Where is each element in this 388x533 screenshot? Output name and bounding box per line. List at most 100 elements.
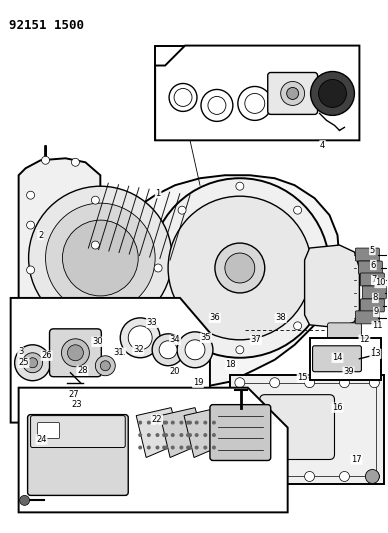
Circle shape <box>20 495 29 505</box>
Circle shape <box>294 206 301 214</box>
Circle shape <box>68 345 83 361</box>
Circle shape <box>138 446 142 449</box>
Text: 17: 17 <box>351 455 362 464</box>
Text: 19: 19 <box>193 378 203 387</box>
Text: 37: 37 <box>250 335 261 344</box>
Text: 30: 30 <box>92 337 103 346</box>
Circle shape <box>186 433 190 437</box>
Circle shape <box>150 178 329 358</box>
Circle shape <box>369 472 379 481</box>
Circle shape <box>203 421 207 425</box>
FancyBboxPatch shape <box>210 405 271 461</box>
Text: 27: 27 <box>68 390 79 399</box>
Circle shape <box>91 196 99 204</box>
Circle shape <box>365 470 379 483</box>
Circle shape <box>171 446 175 449</box>
Circle shape <box>179 446 184 449</box>
Circle shape <box>147 421 151 425</box>
Text: 20: 20 <box>170 367 180 376</box>
Polygon shape <box>184 408 229 457</box>
Circle shape <box>162 433 166 437</box>
Bar <box>238 383 376 477</box>
Text: 4: 4 <box>320 141 325 150</box>
Circle shape <box>195 421 199 425</box>
Circle shape <box>95 356 115 376</box>
Text: 38: 38 <box>275 313 286 322</box>
Circle shape <box>188 446 192 449</box>
Text: 36: 36 <box>210 313 220 322</box>
Circle shape <box>147 433 151 437</box>
Circle shape <box>152 334 184 366</box>
Circle shape <box>287 87 299 100</box>
Circle shape <box>138 421 142 425</box>
Circle shape <box>120 318 160 358</box>
Text: 26: 26 <box>41 351 52 360</box>
FancyBboxPatch shape <box>230 375 385 484</box>
Circle shape <box>179 433 184 437</box>
Circle shape <box>27 191 35 199</box>
Text: 3: 3 <box>18 348 23 356</box>
Circle shape <box>177 332 213 368</box>
Polygon shape <box>160 408 205 457</box>
Circle shape <box>195 433 199 437</box>
Circle shape <box>305 472 315 481</box>
Text: 15: 15 <box>297 373 308 382</box>
Text: 35: 35 <box>201 333 211 342</box>
Circle shape <box>195 446 199 449</box>
Circle shape <box>340 378 350 387</box>
Circle shape <box>317 264 326 272</box>
Circle shape <box>154 264 162 272</box>
Circle shape <box>212 433 216 437</box>
Circle shape <box>171 421 175 425</box>
Circle shape <box>28 358 38 368</box>
Text: 33: 33 <box>147 318 158 327</box>
Circle shape <box>162 446 166 449</box>
Circle shape <box>212 446 216 449</box>
Circle shape <box>305 378 315 387</box>
Circle shape <box>16 352 26 362</box>
Bar <box>155 46 359 140</box>
Circle shape <box>164 433 168 437</box>
Text: 8: 8 <box>372 294 378 302</box>
FancyBboxPatch shape <box>327 323 361 345</box>
Circle shape <box>203 433 207 437</box>
Circle shape <box>100 361 110 371</box>
FancyBboxPatch shape <box>360 273 385 286</box>
Text: 9: 9 <box>374 308 379 317</box>
Text: 31: 31 <box>113 348 124 357</box>
Text: 34: 34 <box>170 335 180 344</box>
Text: 14: 14 <box>332 353 343 362</box>
Circle shape <box>236 346 244 354</box>
FancyBboxPatch shape <box>268 72 317 115</box>
FancyBboxPatch shape <box>355 248 379 261</box>
Text: 1: 1 <box>156 189 161 198</box>
Circle shape <box>310 71 354 116</box>
Circle shape <box>185 340 205 360</box>
Circle shape <box>62 220 138 296</box>
Text: 12: 12 <box>359 335 370 344</box>
Circle shape <box>203 446 207 449</box>
Circle shape <box>61 339 89 367</box>
Text: 10: 10 <box>375 278 386 287</box>
Text: 25: 25 <box>18 358 29 367</box>
Text: 22: 22 <box>152 415 163 424</box>
Polygon shape <box>19 158 100 355</box>
Circle shape <box>159 341 177 359</box>
FancyBboxPatch shape <box>355 311 379 324</box>
Circle shape <box>236 182 244 190</box>
Circle shape <box>235 378 245 387</box>
Text: 23: 23 <box>71 400 82 409</box>
Circle shape <box>281 82 305 106</box>
Polygon shape <box>136 408 181 457</box>
FancyBboxPatch shape <box>38 423 59 439</box>
FancyBboxPatch shape <box>359 261 382 274</box>
Circle shape <box>186 421 190 425</box>
Polygon shape <box>19 387 288 512</box>
Circle shape <box>52 336 59 344</box>
FancyBboxPatch shape <box>28 415 128 495</box>
Circle shape <box>42 156 50 164</box>
Text: 16: 16 <box>332 403 343 412</box>
Circle shape <box>186 446 190 449</box>
Polygon shape <box>155 46 359 140</box>
Circle shape <box>27 266 35 274</box>
